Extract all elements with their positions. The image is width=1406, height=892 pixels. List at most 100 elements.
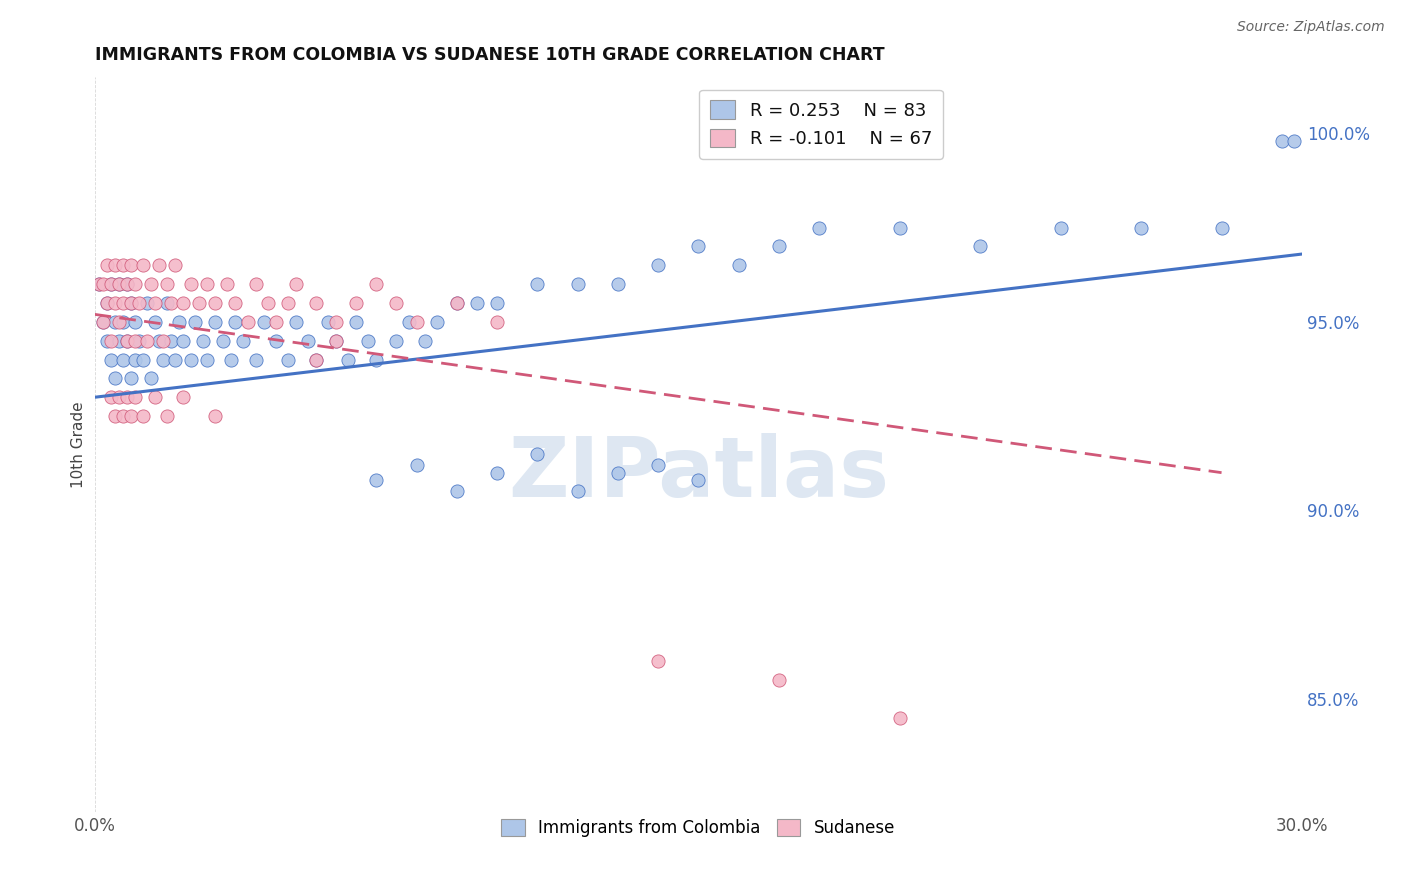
Point	[245, 277, 267, 292]
Point	[366, 473, 388, 487]
Point	[128, 334, 150, 348]
Point	[100, 334, 122, 348]
Point	[224, 315, 246, 329]
Point	[139, 371, 162, 385]
Point	[486, 315, 509, 329]
Point	[156, 296, 179, 310]
Point	[111, 315, 134, 329]
Point	[325, 334, 347, 348]
Point	[152, 352, 174, 367]
Point	[148, 334, 170, 348]
Point	[647, 458, 669, 472]
Point	[486, 466, 509, 480]
Point	[264, 315, 287, 329]
Point	[120, 371, 142, 385]
Point	[1211, 220, 1233, 235]
Point	[277, 296, 299, 310]
Point	[165, 352, 187, 367]
Point	[91, 315, 114, 329]
Point	[167, 315, 190, 329]
Point	[204, 315, 226, 329]
Point	[135, 296, 157, 310]
Point	[297, 334, 319, 348]
Point	[91, 315, 114, 329]
Point	[808, 220, 831, 235]
Point	[87, 277, 110, 292]
Point	[111, 352, 134, 367]
Point	[143, 296, 166, 310]
Y-axis label: 10th Grade: 10th Grade	[72, 401, 86, 488]
Point	[446, 296, 468, 310]
Point	[385, 334, 408, 348]
Point	[889, 711, 911, 725]
Point	[486, 296, 509, 310]
Point	[156, 277, 179, 292]
Point	[195, 352, 218, 367]
Point	[104, 315, 127, 329]
Point	[165, 258, 187, 272]
Point	[120, 258, 142, 272]
Point	[305, 296, 328, 310]
Point	[1282, 134, 1305, 148]
Point	[111, 409, 134, 423]
Point	[115, 277, 138, 292]
Point	[727, 258, 749, 272]
Point	[647, 258, 669, 272]
Point	[688, 239, 710, 253]
Point	[107, 277, 129, 292]
Point	[152, 334, 174, 348]
Point	[184, 315, 207, 329]
Point	[100, 390, 122, 404]
Point	[104, 409, 127, 423]
Point	[132, 409, 155, 423]
Point	[405, 315, 427, 329]
Point	[100, 352, 122, 367]
Point	[446, 296, 468, 310]
Point	[969, 239, 991, 253]
Point	[204, 409, 226, 423]
Point	[212, 334, 235, 348]
Point	[357, 334, 380, 348]
Point	[688, 473, 710, 487]
Point	[156, 409, 179, 423]
Point	[204, 296, 226, 310]
Point	[124, 315, 146, 329]
Point	[316, 315, 339, 329]
Point	[1130, 220, 1153, 235]
Point	[284, 277, 307, 292]
Point	[325, 315, 347, 329]
Point	[305, 352, 328, 367]
Point	[567, 484, 589, 499]
Point	[252, 315, 274, 329]
Point	[647, 654, 669, 668]
Point	[526, 447, 548, 461]
Point	[104, 258, 127, 272]
Point	[96, 296, 118, 310]
Point	[124, 390, 146, 404]
Point	[385, 296, 408, 310]
Point	[426, 315, 449, 329]
Point	[305, 352, 328, 367]
Point	[366, 352, 388, 367]
Point	[96, 296, 118, 310]
Point	[172, 390, 194, 404]
Point	[96, 258, 118, 272]
Point	[115, 334, 138, 348]
Point	[446, 484, 468, 499]
Point	[128, 296, 150, 310]
Point	[172, 334, 194, 348]
Point	[889, 220, 911, 235]
Point	[120, 296, 142, 310]
Point	[172, 296, 194, 310]
Point	[567, 277, 589, 292]
Point	[139, 277, 162, 292]
Point	[413, 334, 436, 348]
Point	[87, 277, 110, 292]
Point	[221, 352, 243, 367]
Point	[111, 258, 134, 272]
Point	[245, 352, 267, 367]
Point	[135, 334, 157, 348]
Point	[160, 334, 183, 348]
Legend: Immigrants from Colombia, Sudanese: Immigrants from Colombia, Sudanese	[495, 813, 901, 844]
Point	[115, 277, 138, 292]
